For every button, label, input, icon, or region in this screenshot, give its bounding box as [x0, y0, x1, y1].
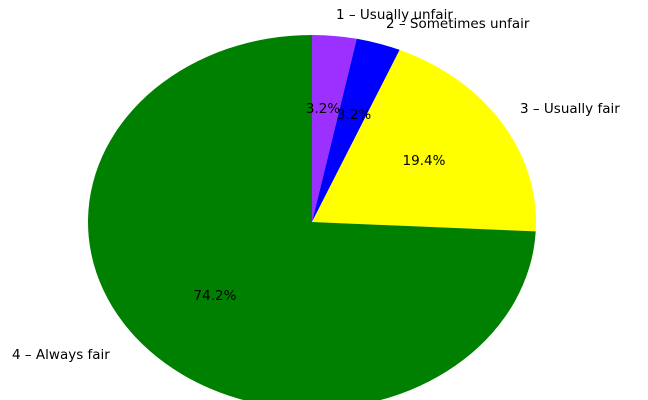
slice-percent-1: 3.2%	[306, 101, 340, 117]
pie-slice-2	[312, 38, 400, 222]
slice-label-4: 4 – Always fair	[12, 347, 110, 363]
pie-slice-3	[312, 49, 537, 232]
slice-percent-3: 19.4%	[403, 153, 446, 169]
slice-label-2: 2 – Sometimes unfair	[386, 16, 530, 32]
pie-slice-1	[312, 35, 357, 222]
slice-label-3: 3 – Usually fair	[520, 101, 620, 117]
pie-slice-4	[88, 35, 536, 400]
slice-percent-2: 3.2%	[337, 107, 371, 123]
slice-label-1: 1 – Usually unfair	[336, 7, 453, 23]
slice-percent-4: 74.2%	[194, 288, 237, 304]
